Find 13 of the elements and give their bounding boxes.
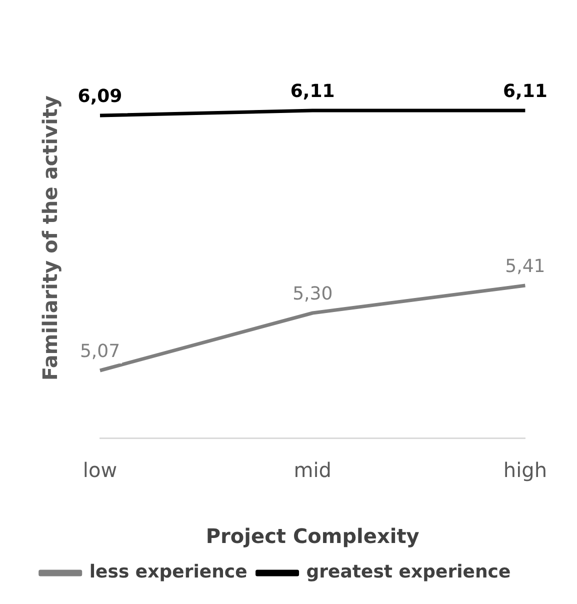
x-tick-label: low (82, 458, 118, 482)
legend-label: greatest experience (306, 562, 511, 583)
x-tick-label: high (503, 458, 548, 482)
x-axis-title: Project Complexity (206, 524, 420, 548)
data-label: 6,11 (290, 81, 335, 102)
data-label: 5,30 (292, 284, 333, 305)
data-label: 5,41 (505, 256, 546, 278)
y-axis-title: Familiarity of the activity (38, 95, 62, 381)
data-label: 5,07 (80, 341, 120, 362)
data-label: 6,09 (78, 86, 122, 108)
legend-label: less experience (89, 562, 248, 583)
data-label: 6,11 (502, 81, 548, 102)
x-tick-label: mid (294, 458, 332, 482)
